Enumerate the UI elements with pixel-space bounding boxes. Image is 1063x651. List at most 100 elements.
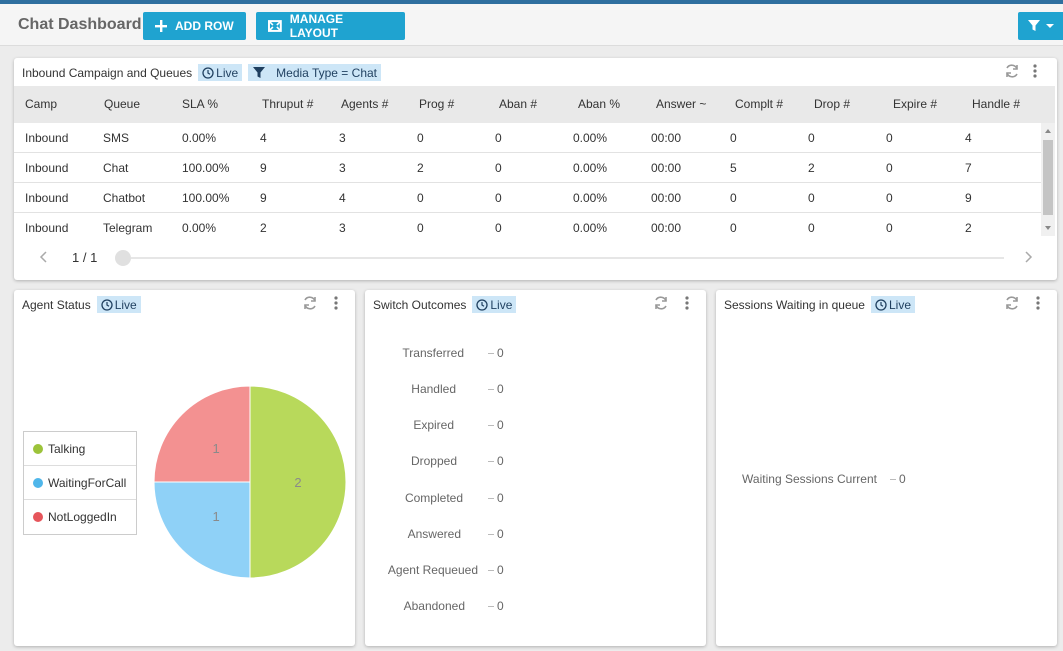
filter-badge: Media Type = Chat: [248, 64, 381, 81]
column-header[interactable]: Queue: [104, 97, 141, 111]
table-pager: 1 / 1: [14, 241, 1055, 271]
table-cell: 00:00: [651, 191, 682, 205]
bar-value-label: 0: [497, 382, 504, 396]
column-header[interactable]: Expire #: [893, 97, 938, 111]
column-header[interactable]: Answer ~: [656, 97, 707, 111]
column-header[interactable]: Complt #: [735, 97, 784, 111]
pie-slice-notloggedin[interactable]: [153, 385, 251, 483]
table-cell: 0: [808, 221, 815, 235]
table-cell: SMS: [103, 131, 130, 145]
table-row[interactable]: Inbound Telegram 0.00% 2 3 0 0 0.00% 00:…: [14, 213, 1041, 236]
table-header: Camp Queue SLA % Thruput # Agents # Prog…: [14, 86, 1055, 123]
column-header[interactable]: Agents #: [341, 97, 389, 111]
more-options-icon[interactable]: [1035, 295, 1041, 311]
scrollbar-thumb[interactable]: [1043, 140, 1053, 215]
bar-axis-tick: [890, 479, 896, 480]
add-row-button[interactable]: ADD ROW: [143, 12, 246, 40]
bar-axis-tick: [488, 534, 494, 535]
column-header[interactable]: SLA %: [182, 97, 219, 111]
table-cell: 4: [965, 131, 972, 145]
manage-layout-label: MANAGE LAYOUT: [289, 12, 344, 40]
live-label: Live: [216, 65, 239, 80]
table-cell: 0: [730, 131, 737, 145]
bar-category-label: Agent Requeued: [387, 563, 478, 577]
more-options-icon[interactable]: [333, 295, 339, 311]
column-header[interactable]: Drop #: [814, 97, 851, 111]
bar-value-label: 0: [497, 563, 504, 577]
table-cell: Inbound: [25, 221, 69, 235]
live-label: Live: [888, 297, 911, 312]
refresh-icon[interactable]: [302, 295, 318, 311]
bar-category-label: Expired: [413, 418, 454, 432]
table-cell: 2: [417, 161, 424, 175]
table-cell: 3: [339, 161, 346, 175]
scroll-down-icon[interactable]: [1041, 223, 1055, 233]
column-header[interactable]: Camp: [25, 97, 58, 111]
bar-axis-tick: [488, 606, 494, 607]
table-cell: 0: [495, 131, 502, 145]
pie-legend: Talking WaitingForCall NotLoggedIn: [23, 431, 137, 535]
panel-title: Sessions Waiting in queue: [724, 297, 865, 312]
sessions-waiting-panel: Sessions Waiting in queue Live Waiting S…: [716, 290, 1057, 646]
column-header[interactable]: Aban %: [578, 97, 621, 111]
layout-icon: [268, 20, 282, 32]
live-badge: Live: [198, 64, 243, 81]
table-scrollbar[interactable]: [1041, 123, 1055, 236]
table-cell: 3: [339, 221, 346, 235]
table-cell: Chatbot: [103, 191, 146, 205]
table-cell: 0: [808, 191, 815, 205]
legend-swatch: [33, 443, 43, 454]
clock-icon: [875, 298, 887, 311]
pie-slice-waitingforcall[interactable]: [153, 481, 251, 579]
refresh-icon[interactable]: [653, 295, 669, 311]
bar-value-label: 0: [497, 527, 504, 541]
table-row[interactable]: Inbound Chat 100.00% 9 3 2 0 0.00% 00:00…: [14, 153, 1041, 183]
table-cell: 0: [886, 191, 893, 205]
pager-slider-track[interactable]: [131, 257, 1004, 259]
table-row[interactable]: Inbound SMS 0.00% 4 3 0 0 0.00% 00:00 0 …: [14, 123, 1041, 153]
refresh-icon[interactable]: [1004, 63, 1020, 79]
table-cell: 0: [808, 131, 815, 145]
agent-status-pie-chart: 2 1 1: [153, 385, 347, 579]
table-cell: 3: [339, 131, 346, 145]
table-row[interactable]: Inbound Chatbot 100.00% 9 4 0 0 0.00% 00…: [14, 183, 1041, 213]
panel-header: Inbound Campaign and Queues Live Media T…: [22, 64, 381, 81]
legend-item-notloggedin[interactable]: NotLoggedIn: [24, 500, 136, 534]
table-cell: 0: [730, 191, 737, 205]
panel-title: Inbound Campaign and Queues: [22, 65, 193, 80]
scroll-up-icon[interactable]: [1041, 126, 1055, 136]
legend-item-waitingforcall[interactable]: WaitingForCall: [24, 466, 136, 500]
bar-axis-tick: [488, 570, 494, 571]
legend-label: WaitingForCall: [48, 475, 127, 490]
pie-slice-talking[interactable]: [249, 385, 347, 579]
column-header[interactable]: Prog #: [419, 97, 455, 111]
more-options-icon[interactable]: [1032, 63, 1038, 79]
column-header[interactable]: Thruput #: [262, 97, 314, 111]
table-body: Inbound SMS 0.00% 4 3 0 0 0.00% 00:00 0 …: [14, 123, 1041, 236]
manage-layout-button[interactable]: MANAGE LAYOUT: [256, 12, 405, 40]
bar-category-label: Answered: [407, 527, 461, 541]
pie-slice-value-label: 1: [212, 441, 219, 456]
legend-item-talking[interactable]: Talking: [24, 432, 136, 466]
bar-value-label: 0: [497, 491, 504, 505]
table-cell: 0.00%: [573, 161, 608, 175]
table-cell: 00:00: [651, 131, 682, 145]
table-cell: 0: [495, 191, 502, 205]
table-cell: 9: [965, 191, 972, 205]
live-badge: Live: [96, 296, 141, 313]
pager-slider-handle[interactable]: [115, 250, 131, 266]
filter-dropdown-button[interactable]: [1018, 12, 1063, 40]
table-cell: 00:00: [651, 161, 682, 175]
chevron-left-icon[interactable]: [39, 251, 49, 263]
legend-label: NotLoggedIn: [48, 510, 117, 524]
column-header[interactable]: Aban #: [499, 97, 538, 111]
legend-swatch: [33, 477, 43, 488]
chevron-right-icon[interactable]: [1023, 251, 1033, 263]
panel-header: Sessions Waiting in queue Live: [724, 296, 915, 313]
more-options-icon[interactable]: [684, 295, 690, 311]
column-header[interactable]: Handle #: [972, 97, 1021, 111]
panel-header: Agent Status Live: [22, 296, 141, 313]
bar-value-label: 0: [497, 346, 504, 360]
refresh-icon[interactable]: [1004, 295, 1020, 311]
live-badge: Live: [870, 296, 915, 313]
